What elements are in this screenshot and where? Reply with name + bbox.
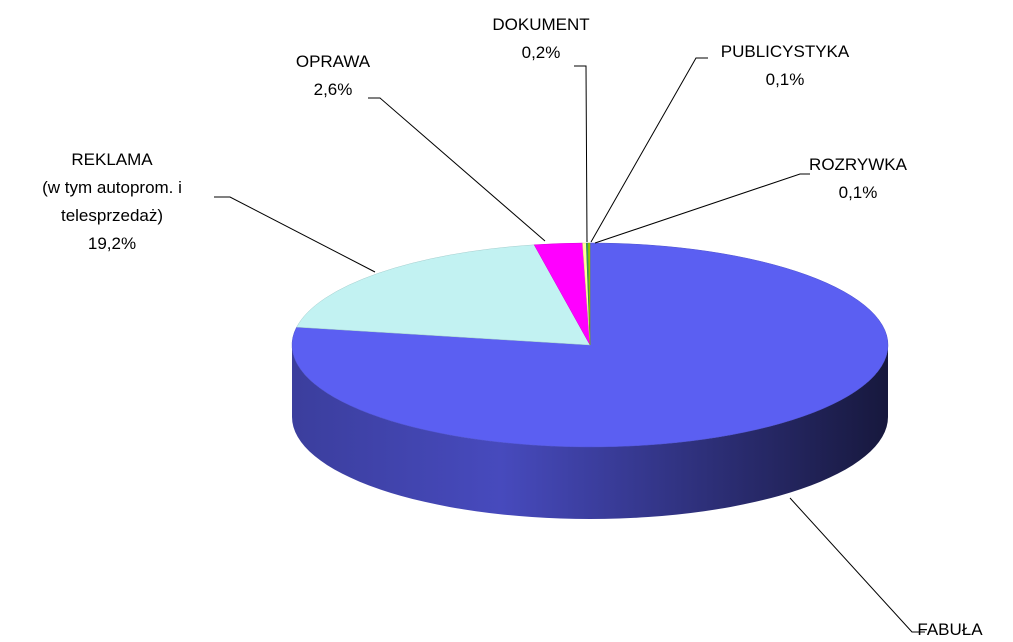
- leader-line: [574, 65, 588, 243]
- leader-line: [590, 57, 708, 243]
- value-label: 0,2%: [521, 43, 561, 62]
- data-label: OPRAWA 2,6%: [296, 48, 370, 104]
- value-label: 0,1%: [838, 183, 878, 202]
- data-label: PUBLICYSTYKA 0,1%: [721, 38, 850, 94]
- leader-line: [594, 173, 810, 244]
- value-label: 0,1%: [765, 70, 805, 89]
- category-label: PUBLICYSTYKA: [720, 42, 850, 61]
- value-label: 19,2%: [87, 234, 137, 253]
- leader-line: [789, 497, 925, 633]
- pie-slice: [296, 244, 591, 346]
- data-label: ROZRYWKA 0,1%: [809, 151, 907, 207]
- leader-lines: [214, 57, 925, 633]
- category-label: ROZRYWKA: [809, 155, 907, 174]
- category-label: OPRAWA: [295, 52, 371, 71]
- category-label: FABUŁA: [917, 620, 983, 639]
- pie-slice: [587, 242, 591, 346]
- data-label: DOKUMENT 0,2%: [492, 11, 589, 67]
- category-label: REKLAMA (w tym autoprom. i telesprzedaż): [42, 150, 182, 225]
- data-label: REKLAMA (w tym autoprom. i telesprzedaż)…: [42, 146, 182, 258]
- value-label: 2,6%: [313, 80, 353, 99]
- leader-line: [214, 196, 376, 273]
- leader-line: [368, 97, 546, 242]
- category-label: DOKUMENT: [492, 15, 590, 34]
- data-label: FABUŁA77,8%: [917, 616, 982, 642]
- pie-slice-side: [292, 345, 888, 519]
